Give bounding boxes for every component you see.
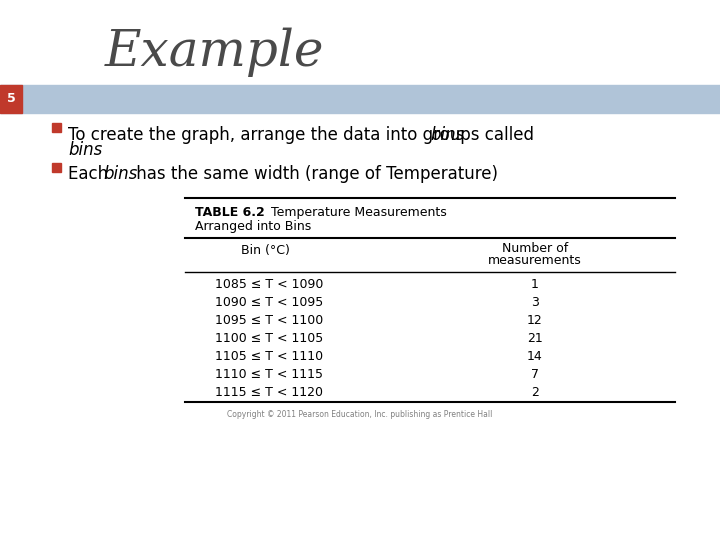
- Bar: [22, 85, 720, 113]
- Text: To create the graph, arrange the data into groups called: To create the graph, arrange the data in…: [68, 126, 539, 144]
- Text: 12: 12: [527, 314, 543, 327]
- Text: Temperature Measurements: Temperature Measurements: [263, 206, 446, 219]
- Text: bins: bins: [68, 141, 102, 159]
- Text: bins: bins: [103, 165, 138, 183]
- Text: 1085 ≤ Τ < 1090: 1085 ≤ Τ < 1090: [215, 278, 323, 291]
- Text: 1115 ≤ Τ < 1120: 1115 ≤ Τ < 1120: [215, 386, 323, 399]
- Bar: [52, 123, 61, 132]
- Text: measurements: measurements: [488, 254, 582, 267]
- Text: 1100 ≤ Τ < 1105: 1100 ≤ Τ < 1105: [215, 332, 323, 345]
- Text: TABLE 6.2: TABLE 6.2: [195, 206, 265, 219]
- Text: 21: 21: [527, 332, 543, 345]
- Bar: [0, 85, 22, 113]
- Text: 1095 ≤ Τ < 1100: 1095 ≤ Τ < 1100: [215, 314, 323, 327]
- Text: 14: 14: [527, 350, 543, 363]
- Text: Each: Each: [68, 165, 113, 183]
- Text: 7: 7: [531, 368, 539, 381]
- Text: 1105 ≤ Τ < 1110: 1105 ≤ Τ < 1110: [215, 350, 323, 363]
- Text: Arranged into Bins: Arranged into Bins: [195, 220, 311, 233]
- Text: Number of: Number of: [502, 242, 568, 255]
- Text: 3: 3: [531, 296, 539, 309]
- Text: bins: bins: [430, 126, 464, 144]
- Text: 5: 5: [6, 92, 15, 105]
- Text: 2: 2: [531, 386, 539, 399]
- Text: Example: Example: [105, 28, 325, 77]
- Text: 1090 ≤ Τ < 1095: 1090 ≤ Τ < 1095: [215, 296, 323, 309]
- Bar: [52, 163, 61, 172]
- Text: 1110 ≤ Τ < 1115: 1110 ≤ Τ < 1115: [215, 368, 323, 381]
- Bar: [0, 85, 22, 113]
- Text: Bin (°C): Bin (°C): [240, 244, 289, 257]
- Text: Copyright © 2011 Pearson Education, Inc. publishing as Prentice Hall: Copyright © 2011 Pearson Education, Inc.…: [228, 410, 492, 419]
- Text: has the same width (range of Temperature): has the same width (range of Temperature…: [132, 165, 498, 183]
- Text: 1: 1: [531, 278, 539, 291]
